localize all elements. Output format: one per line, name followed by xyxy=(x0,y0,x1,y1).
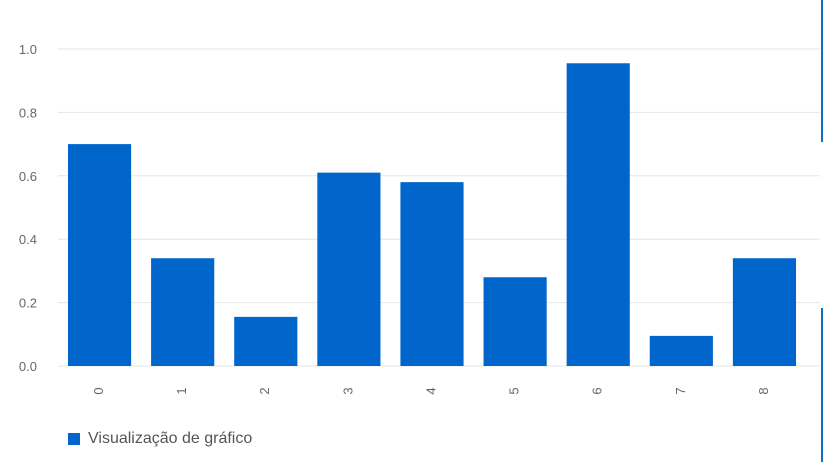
bar[interactable] xyxy=(317,172,381,366)
y-tick-label: 0.8 xyxy=(19,105,37,120)
bar[interactable] xyxy=(151,258,215,366)
bar-chart: 0.0 0.2 0.4 0.6 0.8 1.0 0 1 2 3 4 5 6 7 8 xyxy=(19,42,820,395)
x-tick-label: 8 xyxy=(756,387,771,394)
bar[interactable] xyxy=(234,316,298,366)
x-tick-label: 1 xyxy=(174,387,189,394)
y-tick-label: 0.0 xyxy=(19,359,37,374)
bar[interactable] xyxy=(566,63,630,366)
x-tick-label: 5 xyxy=(507,387,522,394)
bar[interactable] xyxy=(400,182,464,366)
bar[interactable] xyxy=(732,258,797,366)
right-edge-accent-top xyxy=(821,0,823,142)
y-tick-label: 0.6 xyxy=(19,169,37,184)
y-tick-label: 0.2 xyxy=(19,296,37,311)
x-tick-label: 4 xyxy=(423,387,438,394)
legend-swatch xyxy=(68,433,80,445)
legend-label: Visualização de gráfico xyxy=(88,430,253,447)
legend[interactable]: Visualização de gráfico xyxy=(68,430,252,448)
y-tick-label: 0.4 xyxy=(19,232,37,247)
x-tick-label: 2 xyxy=(257,387,272,394)
x-tick-label: 7 xyxy=(673,387,688,394)
x-tick-label: 6 xyxy=(590,387,605,394)
bar[interactable] xyxy=(649,335,713,366)
x-tick-label: 0 xyxy=(91,387,106,394)
bar[interactable] xyxy=(483,277,547,366)
x-tick-label: 3 xyxy=(340,387,355,394)
y-tick-label: 1.0 xyxy=(19,42,37,57)
right-edge-accent-bottom xyxy=(821,308,823,462)
bar[interactable] xyxy=(67,144,132,366)
